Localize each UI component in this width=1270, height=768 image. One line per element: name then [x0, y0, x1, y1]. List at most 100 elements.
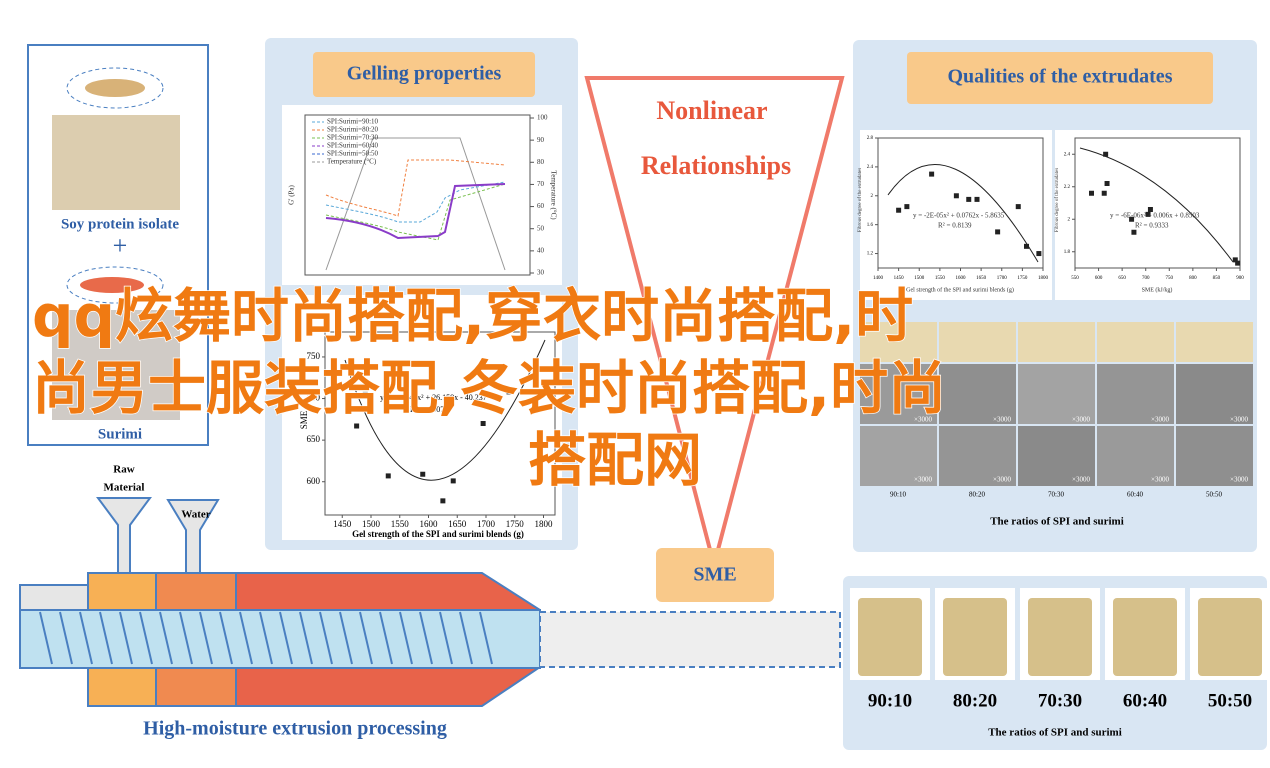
point — [354, 423, 360, 429]
point — [1131, 229, 1137, 235]
sem-scale: ×3000 — [993, 416, 1011, 424]
sem-scale: ×3000 — [1151, 416, 1169, 424]
sem-label: 70:30 — [1048, 491, 1064, 499]
label: Soy protein isolate — [61, 216, 179, 232]
fish — [80, 277, 144, 293]
sample — [858, 598, 922, 676]
tick-label: 60 — [537, 202, 545, 210]
point — [480, 421, 486, 426]
x-tick-label: 750 — [1166, 276, 1174, 281]
axis-label: SME (kJ/kg) — [1142, 286, 1173, 293]
sample-label: 80:20 — [953, 690, 997, 711]
sem-scale: ×3000 — [993, 476, 1011, 484]
x-tick-label: 1700 — [997, 276, 1008, 281]
x-tick-label: 1750 — [506, 519, 525, 529]
bean-icon — [66, 67, 164, 109]
x-tick-label: 600 — [1095, 276, 1103, 281]
point — [506, 389, 512, 395]
sem-image — [860, 364, 937, 424]
x-tick-label: 1550 — [935, 276, 946, 281]
sem-grid: ×3000 ×3000 90:10 ×3000 ×3000 80:20 ×3000 ×3000… — [860, 322, 1253, 499]
surimi-image — [52, 310, 180, 420]
y-tick-label: 1.2 — [867, 252, 874, 257]
equation: y = -6E-06x² + 0.006x + 0.8503 — [1110, 212, 1200, 220]
sem-image — [1097, 364, 1174, 424]
cooling-die — [539, 611, 841, 668]
sample — [1028, 598, 1092, 676]
point — [1089, 190, 1094, 196]
plot-frame — [1074, 137, 1241, 269]
axis-label: Gel strength of the SPI and surimi blend… — [352, 529, 524, 539]
y-tick-label: 1.6 — [867, 223, 874, 228]
point — [896, 207, 902, 213]
point — [440, 498, 446, 504]
point — [1235, 260, 1241, 266]
fit-curve — [1079, 147, 1234, 263]
sample-photo — [1097, 322, 1174, 362]
overlay-line: qq炫舞时尚搭配,穿衣时尚搭配,时 — [32, 282, 913, 350]
y-tick-label: 700 — [307, 393, 321, 403]
sample-photo — [1018, 322, 1095, 362]
axis-label: G' (Pa) — [288, 184, 296, 204]
extrusion-title: High-moisture extrusion processing — [143, 718, 447, 740]
sem-image — [939, 364, 1016, 424]
y-tick-label: 2.4 — [867, 165, 874, 170]
label: Water — [181, 509, 210, 521]
point — [1145, 211, 1151, 217]
x-tick-label: 1500 — [362, 519, 381, 529]
sme-label: SME — [693, 564, 736, 586]
r-squared: R² = 0.8139 — [938, 222, 972, 230]
sme-box — [656, 548, 774, 602]
x-tick-label: 1800 — [535, 519, 554, 529]
curve — [325, 183, 506, 240]
y-tick-label: 2.4 — [1064, 152, 1071, 157]
fit-curve — [887, 164, 1039, 263]
r-squared: R² = 0.9077 — [410, 405, 448, 414]
sample-photo — [860, 322, 937, 362]
caption: The ratios of SPI and surimi — [988, 727, 1122, 739]
equation: y = -0.0042x² + 26.158x - 40,237 — [380, 393, 487, 402]
x-tick-label: 1600 — [956, 276, 967, 281]
legend-label: SPI:Surimi=90:10 — [327, 118, 379, 126]
scatter-chart: 1450 1500 1550 1600 1650 1700 1750 1800 600 650 70… — [307, 351, 554, 529]
sample — [1198, 598, 1262, 676]
fit-curve — [344, 339, 546, 481]
water-inlet — [166, 499, 220, 574]
point — [1147, 207, 1153, 212]
hopper — [96, 497, 152, 574]
sample — [943, 598, 1007, 676]
axis-label: Fibrous degree of the extrudates — [858, 168, 863, 232]
x-tick-label: 1450 — [894, 276, 905, 281]
label: Raw — [113, 464, 134, 476]
point — [1129, 216, 1135, 222]
legend-label: SPI:Surimi=80:20 — [327, 126, 379, 134]
tick-label: 30 — [537, 269, 545, 277]
chart-bg — [282, 295, 562, 540]
axis-label: Temperature (°C) — [549, 170, 557, 220]
x-tick-label: 1600 — [420, 519, 439, 529]
y2-ticks: 100 90 80 70 60 50 40 30 — [530, 114, 548, 277]
sample — [1113, 598, 1177, 676]
triangle — [584, 76, 845, 573]
label: Surimi — [98, 426, 142, 442]
point — [1024, 243, 1029, 249]
x-tick-label: 1550 — [391, 519, 410, 529]
point — [1015, 204, 1021, 210]
x-tick-label: 1750 — [1017, 276, 1028, 281]
y-tick-label: 750 — [307, 351, 321, 361]
axis-label: Gel strength of the SPI and surimi blend… — [906, 286, 1014, 293]
sem-image — [939, 426, 1016, 486]
legend-label: SPI:Surimi=60:40 — [327, 142, 379, 150]
panel-title: Gelling properties — [347, 63, 502, 85]
point — [1036, 251, 1042, 257]
plus: + — [113, 231, 128, 260]
sample-label: 70:30 — [1038, 690, 1082, 711]
chart-bg — [860, 130, 1052, 300]
r-squared: R² = 0.9333 — [1135, 222, 1169, 230]
point — [450, 478, 456, 484]
sample-photo — [1176, 322, 1253, 362]
sem-image — [860, 426, 937, 486]
point — [929, 171, 935, 177]
